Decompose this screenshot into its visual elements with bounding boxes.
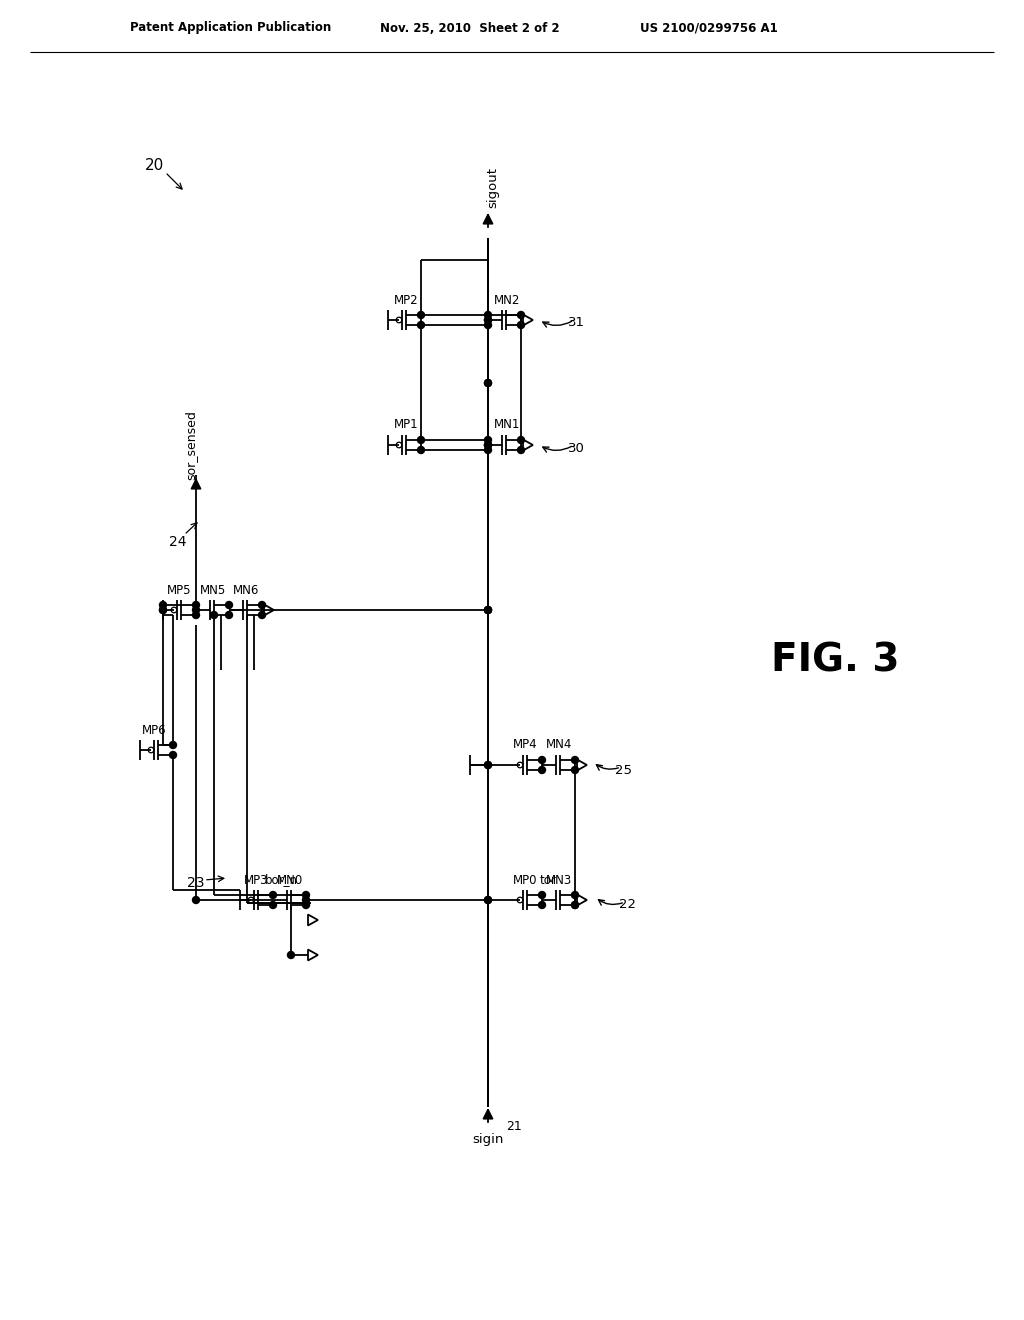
Circle shape [193, 896, 200, 903]
Circle shape [571, 767, 579, 774]
Circle shape [484, 317, 492, 323]
Circle shape [269, 891, 276, 899]
Circle shape [484, 896, 492, 903]
Text: MN2: MN2 [494, 293, 520, 306]
Circle shape [571, 902, 579, 908]
Circle shape [484, 896, 492, 903]
Circle shape [517, 437, 524, 444]
Circle shape [160, 606, 167, 614]
Circle shape [539, 767, 546, 774]
Text: Patent Application Publication: Patent Application Publication [130, 21, 331, 34]
Text: sor_sensed: sor_sensed [184, 411, 198, 480]
Circle shape [517, 312, 524, 318]
Circle shape [484, 606, 492, 614]
Circle shape [211, 611, 217, 619]
Circle shape [160, 606, 167, 614]
Circle shape [571, 891, 579, 899]
Text: MN4: MN4 [546, 738, 572, 751]
Circle shape [484, 437, 492, 444]
Text: MP0: MP0 [513, 874, 538, 887]
Text: 31: 31 [567, 317, 585, 330]
Circle shape [571, 756, 579, 763]
Circle shape [484, 446, 492, 454]
Text: tor: tor [540, 874, 556, 887]
Circle shape [571, 902, 579, 908]
Circle shape [193, 611, 200, 619]
Circle shape [170, 751, 176, 759]
Circle shape [484, 441, 492, 449]
Circle shape [418, 446, 425, 454]
Circle shape [193, 606, 200, 614]
Text: US 2100/0299756 A1: US 2100/0299756 A1 [640, 21, 778, 34]
Circle shape [288, 952, 295, 958]
Text: MN1: MN1 [494, 418, 520, 432]
Text: sigin: sigin [472, 1134, 504, 1147]
Text: MP2: MP2 [393, 293, 419, 306]
Text: MP1: MP1 [393, 418, 419, 432]
Text: MP4: MP4 [513, 738, 538, 751]
Circle shape [484, 441, 492, 449]
Circle shape [418, 322, 425, 329]
Text: 20: 20 [145, 157, 165, 173]
Text: 21: 21 [506, 1121, 522, 1134]
Text: MP5: MP5 [167, 583, 191, 597]
Text: MN3: MN3 [546, 874, 572, 887]
Circle shape [517, 322, 524, 329]
Text: bor_n: bor_n [264, 874, 298, 887]
Circle shape [170, 742, 176, 748]
Text: 30: 30 [567, 441, 585, 454]
Text: MN0: MN0 [276, 874, 303, 887]
Circle shape [418, 437, 425, 444]
Text: FIG. 3: FIG. 3 [771, 642, 899, 678]
Circle shape [160, 602, 167, 609]
Text: 23: 23 [187, 876, 205, 890]
Circle shape [484, 380, 492, 387]
Text: 25: 25 [614, 763, 632, 776]
Circle shape [484, 312, 492, 318]
Circle shape [484, 317, 492, 323]
Circle shape [484, 322, 492, 329]
Circle shape [302, 902, 309, 908]
Circle shape [539, 902, 546, 908]
Circle shape [258, 611, 265, 619]
Text: Nov. 25, 2010  Sheet 2 of 2: Nov. 25, 2010 Sheet 2 of 2 [380, 21, 560, 34]
Circle shape [484, 380, 492, 387]
Text: 24: 24 [169, 535, 186, 549]
Circle shape [539, 756, 546, 763]
Text: sigout: sigout [486, 168, 500, 209]
Circle shape [484, 441, 492, 449]
Circle shape [484, 606, 492, 614]
Text: 22: 22 [618, 899, 636, 912]
Text: MN6: MN6 [232, 583, 259, 597]
Circle shape [539, 891, 546, 899]
Circle shape [302, 891, 309, 899]
Text: MP3: MP3 [244, 874, 268, 887]
Circle shape [484, 762, 492, 768]
Circle shape [258, 602, 265, 609]
Circle shape [225, 602, 232, 609]
Text: MP6: MP6 [141, 723, 166, 737]
Circle shape [193, 602, 200, 609]
Circle shape [302, 896, 309, 903]
Circle shape [225, 611, 232, 619]
Circle shape [517, 446, 524, 454]
Circle shape [484, 762, 492, 768]
Text: MN5: MN5 [200, 583, 226, 597]
Circle shape [484, 606, 492, 614]
Circle shape [269, 902, 276, 908]
Circle shape [418, 312, 425, 318]
